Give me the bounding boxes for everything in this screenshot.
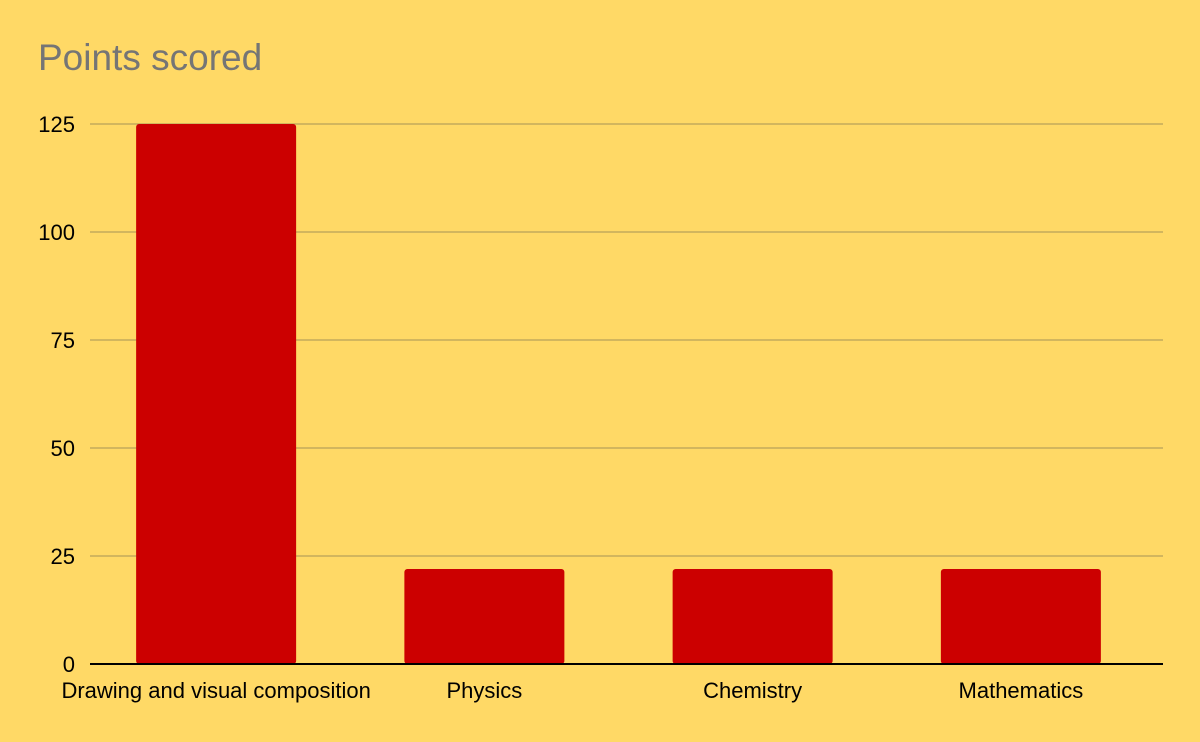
y-tick-label: 75 (51, 328, 75, 353)
x-category-label: Mathematics (959, 678, 1084, 703)
chart-title: Points scored (38, 37, 263, 78)
bar (940, 568, 1101, 664)
bar (404, 568, 565, 664)
bar (136, 124, 297, 664)
x-category-label: Chemistry (703, 678, 802, 703)
y-tick-label: 25 (51, 544, 75, 569)
bars (136, 124, 1101, 664)
y-tick-label: 50 (51, 436, 75, 461)
bar (672, 568, 833, 664)
y-tick-label: 125 (38, 112, 75, 137)
y-tick-label: 100 (38, 220, 75, 245)
x-category-labels: Drawing and visual composition Physics Che… (61, 678, 1083, 703)
y-tick-labels: 0 25 50 75 100 125 (38, 112, 75, 677)
y-tick-label: 0 (63, 652, 75, 677)
x-category-label: Physics (446, 678, 522, 703)
x-category-label: Drawing and visual composition (61, 678, 370, 703)
